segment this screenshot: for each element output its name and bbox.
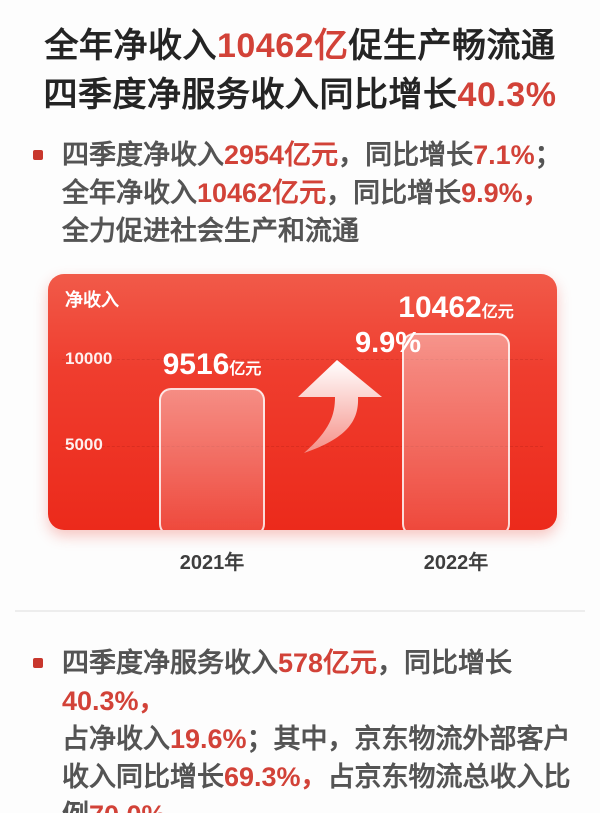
paragraph-text: 四季度净服务收入578亿元，同比增长 40.3%， 占净收入19.6%；其中，京东… bbox=[62, 644, 578, 813]
value-annual-growth: 9.9%， bbox=[461, 178, 550, 208]
text-segment: 占净收入 bbox=[62, 724, 170, 754]
text-segment: ；其中，京东物流外部客户 bbox=[246, 724, 571, 754]
bar-value: 9516 bbox=[162, 348, 230, 381]
value-service-growth: 40.3%， bbox=[62, 686, 166, 716]
text-segment: 四季度净服务收入 bbox=[62, 648, 278, 678]
growth-rate-label: 9.9% bbox=[354, 327, 422, 359]
value-logistics-growth: 69.3%， bbox=[224, 762, 328, 792]
text-line: 收入同比增长69.3%，占京东物流总收入比 bbox=[62, 758, 578, 796]
text-line: 占净收入19.6%；其中，京东物流外部客户 bbox=[62, 720, 578, 758]
text-line: 四季度净服务收入578亿元，同比增长 40.3%， bbox=[62, 644, 578, 720]
text-segment: 占京东物流总收入比 bbox=[327, 762, 571, 792]
text-line: 例70.0% bbox=[62, 796, 578, 813]
text-segment: 全力促进社会生产和流通 bbox=[62, 216, 359, 246]
bar-2022 bbox=[402, 333, 510, 530]
bar-value: 10462 bbox=[398, 291, 482, 324]
summary-paragraph-revenue: 四季度净收入2954亿元，同比增长7.1%； 全年净收入10462亿元，同比增长… bbox=[33, 136, 578, 250]
value-revenue-share: 19.6% bbox=[170, 724, 247, 754]
bar-value-label-2021: 9516亿元 bbox=[149, 348, 275, 387]
y-axis-tick-5000: 5000 bbox=[65, 435, 103, 454]
bullet-square-icon bbox=[33, 658, 43, 668]
headline-line-2: 四季度净服务收入同比增长40.3% bbox=[0, 71, 600, 120]
page-title: 全年净收入10462亿促生产畅流通 四季度净服务收入同比增长40.3% bbox=[0, 22, 600, 120]
headline-text: 促生产畅流通 bbox=[348, 27, 556, 65]
paragraph-text: 四季度净收入2954亿元，同比增长7.1%； 全年净收入10462亿元，同比增长… bbox=[62, 136, 578, 250]
section-divider bbox=[15, 610, 585, 612]
headline-text: 四季度净服务收入同比增长 bbox=[43, 76, 458, 114]
value-annual-revenue: 10462亿元 bbox=[197, 178, 327, 208]
chart-title: 净收入 bbox=[65, 290, 119, 310]
bar-2021 bbox=[159, 388, 265, 530]
summary-paragraph-service-revenue: 四季度净服务收入578亿元，同比增长 40.3%， 占净收入19.6%；其中，京东… bbox=[33, 644, 578, 813]
x-axis-label-2022: 2022年 bbox=[423, 552, 489, 574]
text-segment: ，同比增长 bbox=[338, 140, 474, 170]
value-q4-revenue: 2954亿元 bbox=[224, 140, 339, 170]
bullet-square-icon bbox=[33, 150, 43, 160]
headline-line-1: 全年净收入10462亿促生产畅流通 bbox=[0, 22, 600, 71]
text-segment: ； bbox=[534, 140, 562, 170]
value-service-revenue: 578亿元 bbox=[278, 648, 378, 678]
headline-text: 全年净收入 bbox=[44, 27, 217, 65]
value-logistics-share: 70.0% bbox=[89, 800, 166, 813]
text-line: 全年净收入10462亿元，同比增长9.9%， bbox=[62, 174, 578, 212]
gridline-5000 bbox=[62, 446, 543, 447]
value-q4-growth: 7.1% bbox=[473, 140, 535, 170]
text-segment: 全年净收入 bbox=[62, 178, 197, 208]
text-segment: ，同比增长 bbox=[326, 178, 462, 208]
headline-value-revenue: 10462亿 bbox=[216, 27, 349, 65]
text-line: 全力促进社会生产和流通 bbox=[62, 212, 578, 250]
gridline-10000 bbox=[62, 359, 543, 360]
revenue-bar-chart: 净收入 10000 5000 9516亿元 10462亿元 9.9% bbox=[48, 274, 557, 530]
text-segment: 四季度净收入 bbox=[62, 140, 224, 170]
text-line: 四季度净收入2954亿元，同比增长7.1%； bbox=[62, 136, 578, 174]
x-axis-label-2021: 2021年 bbox=[179, 552, 245, 574]
text-segment: ，同比增长 bbox=[377, 648, 513, 678]
growth-arrow-icon bbox=[298, 360, 382, 453]
text-segment: 例 bbox=[62, 800, 89, 813]
headline-value-growth: 40.3% bbox=[457, 76, 557, 114]
bar-value-label-2022: 10462亿元 bbox=[388, 291, 524, 330]
y-axis-tick-10000: 10000 bbox=[65, 349, 113, 368]
bar-unit: 亿元 bbox=[229, 361, 262, 378]
bar-unit: 亿元 bbox=[481, 304, 514, 321]
text-segment: 收入同比增长 bbox=[62, 762, 224, 792]
